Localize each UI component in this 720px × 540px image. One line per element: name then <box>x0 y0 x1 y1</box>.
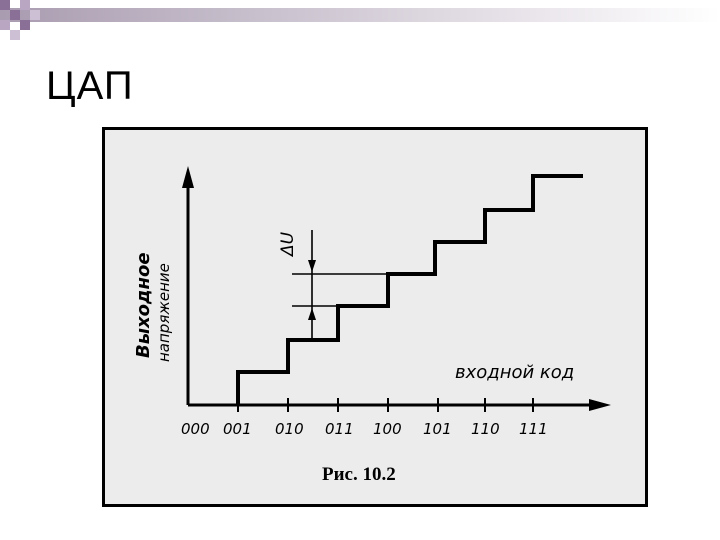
y-axis-arrow <box>182 166 194 188</box>
code-label: 110 <box>471 420 500 438</box>
code-label: 101 <box>423 420 452 438</box>
dac-staircase-diagram: ΔU Выходное напряжение входной код 000 0… <box>133 166 611 485</box>
decorative-checker-pattern <box>0 0 48 40</box>
slide-title: ЦАП <box>46 64 134 108</box>
delta-u-arrow-down <box>308 260 316 272</box>
dac-figure: ΔU Выходное напряжение входной код 000 0… <box>102 127 648 507</box>
figure-caption: Рис. 10.2 <box>322 464 396 485</box>
code-label: 001 <box>223 420 252 438</box>
x-axis-label: входной код <box>455 362 574 383</box>
y-axis-label-line2: напряжение <box>155 263 173 362</box>
code-label: 010 <box>275 420 304 438</box>
code-label: 000 <box>181 420 210 438</box>
delta-u-label: ΔU <box>278 231 298 258</box>
y-axis-label-line1: Выходное <box>133 252 154 358</box>
code-label: 111 <box>519 420 548 438</box>
code-label: 011 <box>325 420 354 438</box>
code-label: 100 <box>373 420 402 438</box>
delta-u-arrow-up <box>308 308 316 320</box>
x-axis-arrow <box>589 399 611 411</box>
header-gradient-bar <box>0 8 720 22</box>
code-labels: 000 001 010 011 100 101 110 111 <box>181 420 548 438</box>
